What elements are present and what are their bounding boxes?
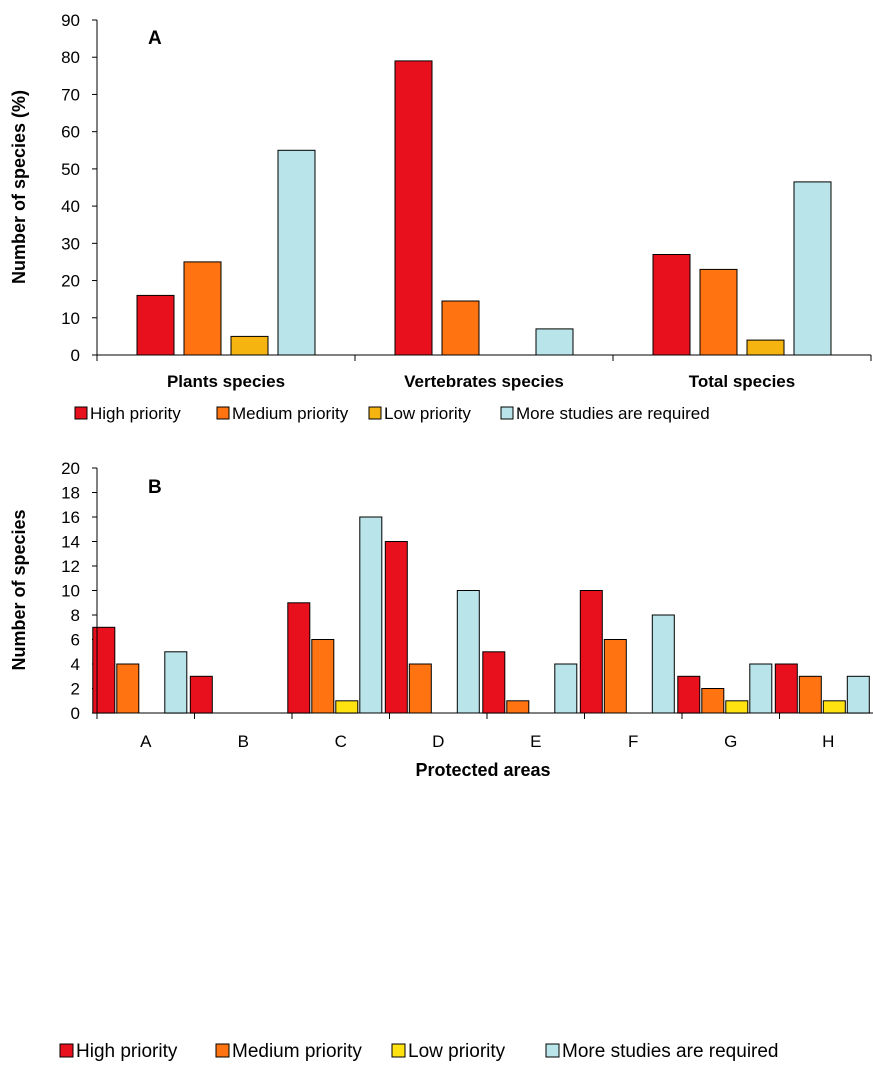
y-tick-label: 6 [71, 631, 80, 650]
bar-low-priority-c [335, 700, 359, 714]
x-category-label: D [432, 732, 444, 751]
bar-medium-priority-c [311, 639, 335, 714]
chart-panel-b: 0 2 4 6 8 10 12 14 16 18 20 A B C D E F G H B Number of spec… [9, 459, 873, 1062]
bar-high-priority-g [677, 675, 701, 714]
y-tick-label: 60 [61, 123, 80, 142]
bar-low-priority-h [822, 700, 846, 714]
legend-label-high-priority: High priority [90, 404, 181, 423]
bar-more-studies-are-required-h [846, 675, 870, 714]
bar-high-priority-vertebrates-species [394, 60, 433, 356]
bar-high-priority-e [482, 651, 506, 714]
y-tick-label: 14 [61, 533, 80, 552]
y-tick-label: 90 [61, 11, 80, 30]
legend: High priority Medium priority Low priority… [59, 1041, 779, 1062]
bar-more-studies-are-required-vertebrates-species [535, 328, 574, 356]
legend-swatch-more-studies-are-required [500, 406, 514, 420]
bar-low-priority-plants-species [230, 335, 269, 356]
bar-medium-priority-plants-species [183, 261, 222, 356]
x-category-label: A [140, 732, 152, 751]
x-category-label: C [335, 732, 347, 751]
bar-more-studies-are-required-d [456, 590, 480, 714]
bar-more-studies-are-required-f [651, 614, 675, 714]
x-axis-title: Protected areas [415, 760, 550, 780]
y-tick-label: 8 [71, 606, 80, 625]
y-tick-label: 20 [61, 272, 80, 291]
x-category-label: E [530, 732, 541, 751]
bar-low-priority-g [725, 700, 749, 714]
x-category-label: Total species [689, 372, 795, 391]
y-tick-label: 10 [61, 582, 80, 601]
bar-high-priority-h [774, 663, 798, 714]
bar-more-studies-are-required-e [554, 663, 578, 714]
bar-high-priority-total-species [652, 254, 691, 356]
legend-label-more-studies-are-required: More studies are required [562, 1041, 779, 1062]
bar-high-priority-c [287, 602, 311, 714]
bar-more-studies-are-required-plants-species [277, 149, 316, 356]
legend-swatch-medium-priority [215, 1043, 230, 1058]
bar-more-studies-are-required-g [749, 663, 773, 714]
y-axis-title: Number of species [9, 509, 29, 670]
legend-label-medium-priority: Medium priority [232, 404, 349, 423]
legend-label-low-priority: Low priority [408, 1041, 506, 1062]
x-category-label: F [628, 732, 638, 751]
y-tick-label: 20 [61, 459, 80, 478]
bar-high-priority-plants-species [136, 294, 175, 356]
legend-swatch-more-studies-are-required [545, 1043, 560, 1058]
bar-medium-priority-e [506, 700, 530, 714]
y-tick-label: 2 [71, 680, 80, 699]
y-tick-label: 50 [61, 160, 80, 179]
y-axis-title: Number of species (%) [9, 90, 29, 284]
legend-label-medium-priority: Medium priority [232, 1041, 362, 1062]
legend-label-high-priority: High priority [76, 1041, 178, 1062]
legend-swatch-low-priority [391, 1043, 406, 1058]
x-category-label: B [238, 732, 249, 751]
y-tick-label: 4 [71, 655, 80, 674]
bar-medium-priority-total-species [699, 268, 738, 356]
bar-medium-priority-a [116, 663, 140, 714]
bar-low-priority-total-species [746, 339, 785, 356]
legend-label-low-priority: Low priority [384, 404, 471, 423]
bar-more-studies-are-required-total-species [793, 181, 832, 356]
y-tick-label: 12 [61, 557, 80, 576]
chart-panel-a: 0 10 20 30 40 50 60 70 80 90 Plants species Vertebr… [9, 11, 872, 423]
y-tick-label: 10 [61, 309, 80, 328]
panel-label: B [148, 477, 162, 498]
bar-more-studies-are-required-a [164, 651, 188, 714]
x-category-label: H [822, 732, 834, 751]
y-tick-label: 18 [61, 484, 80, 503]
bar-medium-priority-g [701, 688, 725, 714]
y-tick-label: 80 [61, 48, 80, 67]
y-tick-label: 16 [61, 508, 80, 527]
panel-label: A [148, 28, 162, 49]
x-category-label: G [724, 732, 737, 751]
x-category-label: Vertebrates species [404, 372, 564, 391]
y-tick-label: 40 [61, 197, 80, 216]
bar-high-priority-b [189, 675, 213, 714]
legend: High priority Medium priority Low priority… [74, 404, 710, 423]
y-tick-label: 0 [71, 704, 80, 723]
bar-medium-priority-h [798, 675, 822, 714]
legend-swatch-low-priority [368, 406, 382, 420]
x-category-label: Plants species [167, 372, 285, 391]
bar-medium-priority-vertebrates-species [441, 300, 480, 356]
y-tick-label: 0 [71, 346, 80, 365]
bar-more-studies-are-required-c [359, 516, 383, 714]
legend-label-more-studies-are-required: More studies are required [516, 404, 710, 423]
y-tick-label: 30 [61, 234, 80, 253]
y-tick-label: 70 [61, 85, 80, 104]
legend-swatch-high-priority [74, 406, 88, 420]
bar-high-priority-d [384, 541, 408, 714]
legend-swatch-high-priority [59, 1043, 74, 1058]
legend-swatch-medium-priority [216, 406, 230, 420]
bar-medium-priority-d [408, 663, 432, 714]
bar-medium-priority-f [603, 639, 627, 714]
bar-high-priority-a [92, 626, 116, 714]
bar-high-priority-f [579, 590, 603, 714]
